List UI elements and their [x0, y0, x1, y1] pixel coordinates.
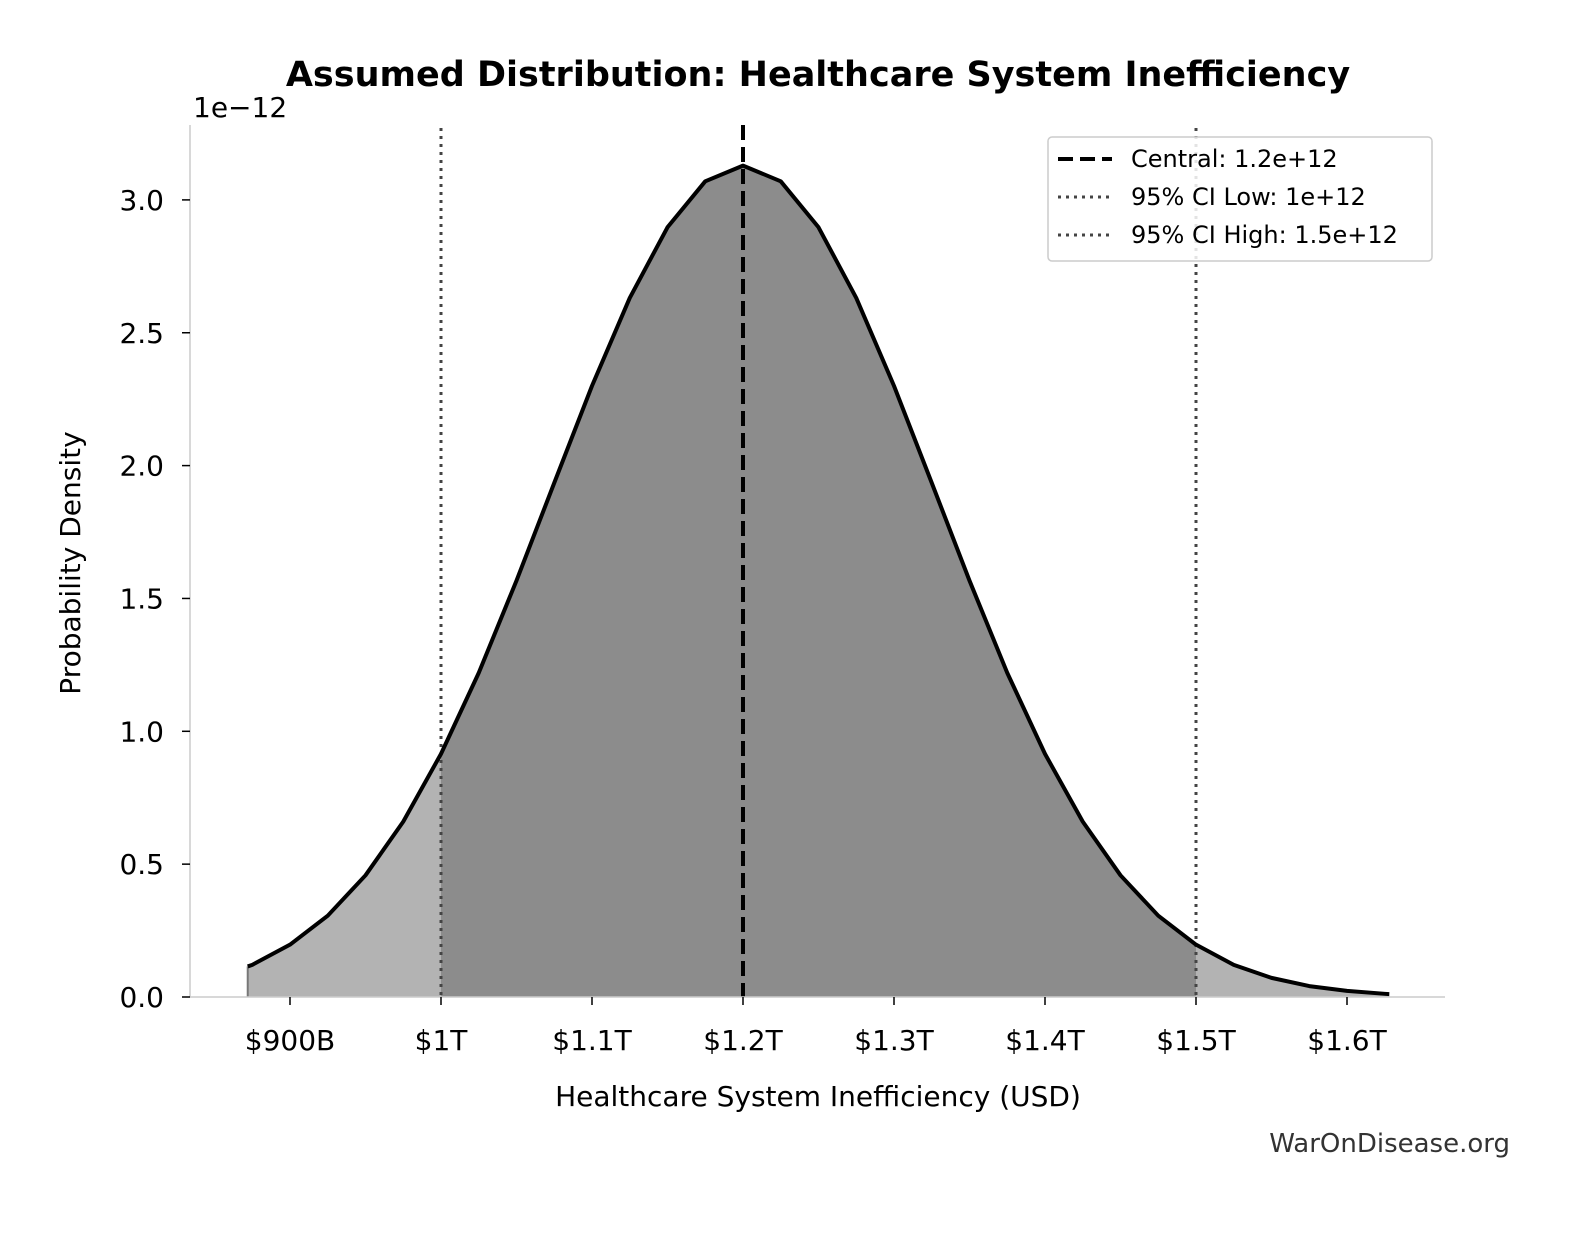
- x-axis-label: Healthcare System Inefficiency (USD): [555, 1080, 1081, 1113]
- legend-label: 95% CI Low: 1e+12: [1131, 183, 1366, 211]
- x-tick-label: $1.6T: [1307, 1024, 1387, 1057]
- y-tick-label: 0.0: [119, 981, 164, 1014]
- legend-box: [1047, 136, 1433, 262]
- y-tick-label: 2.5: [119, 317, 164, 350]
- x-tick-label: $1.2T: [703, 1024, 783, 1057]
- x-tick-label: $900B: [245, 1024, 335, 1057]
- x-tick-label: $1.5T: [1156, 1024, 1236, 1057]
- reference-lines: [439, 125, 1198, 997]
- legend-label: Central: 1.2e+12: [1131, 145, 1338, 173]
- axes: $900B $1T $1.1T $1.2T $1.3T $1.4T $1.5T $1.6T 0.…: [119, 125, 1445, 1057]
- watermark: WarOnDisease.org: [1269, 1129, 1510, 1159]
- density-curve: [247, 163, 1390, 997]
- ci-region-fill: [441, 165, 1196, 997]
- legend: Central: 1.2e+12 95% CI Low: 1e+12 95% CI …: [1047, 136, 1433, 262]
- curve-group: [247, 163, 1390, 997]
- chart-title: Assumed Distribution: Healthcare System …: [286, 55, 1351, 95]
- y-tick-label: 0.5: [119, 848, 164, 881]
- legend-label: 95% CI High: 1.5e+12: [1131, 221, 1398, 249]
- x-tick-label: $1.1T: [552, 1024, 632, 1057]
- x-tick-label: $1T: [415, 1024, 469, 1057]
- x-tick-label: $1.3T: [854, 1024, 934, 1057]
- y-offset-label: 1e−12: [193, 91, 287, 124]
- y-tick-label: 3.0: [119, 184, 164, 217]
- y-tick-label: 1.0: [119, 715, 164, 748]
- x-tick-label: $1.4T: [1005, 1024, 1085, 1057]
- y-axis-label: Probability Density: [54, 431, 87, 694]
- y-tick-label: 2.0: [119, 450, 164, 483]
- fills: [246, 165, 1390, 997]
- y-tick-label: 1.5: [119, 582, 164, 615]
